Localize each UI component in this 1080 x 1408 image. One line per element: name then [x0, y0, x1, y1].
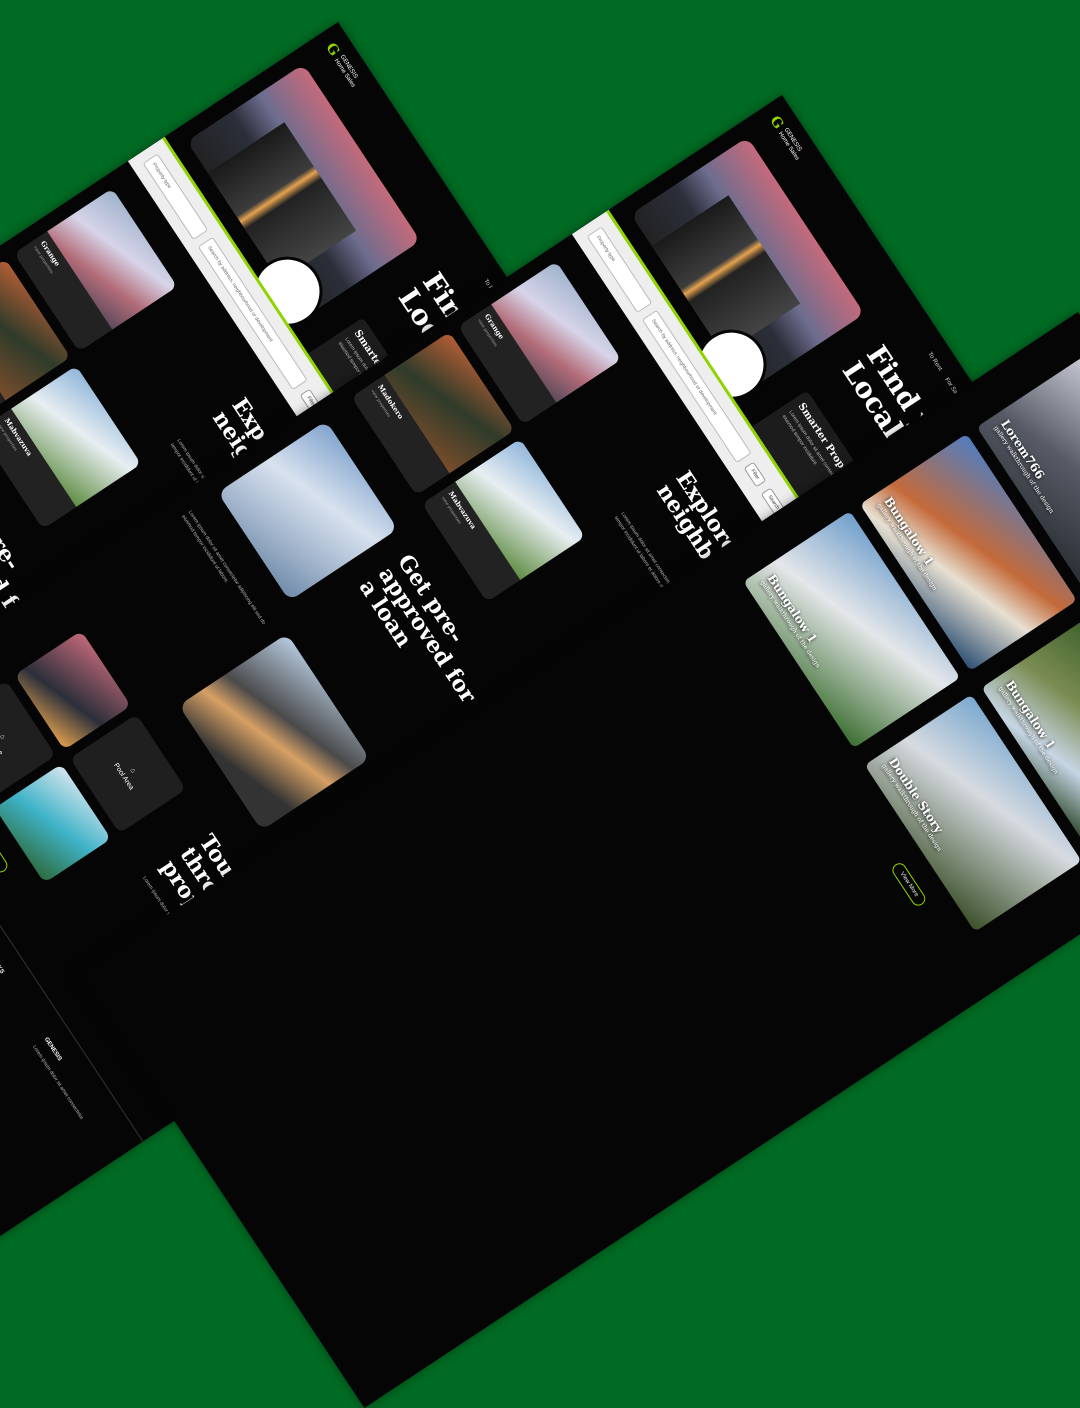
tour-view-more-button[interactable]: View More	[0, 827, 11, 876]
door-icon: ⌂	[0, 733, 7, 741]
footer-utility-links: UTILITY LINKS Contact Us About Us Servic…	[0, 936, 6, 1001]
brand-logo[interactable]: G GENESIS Home Sales	[766, 113, 806, 162]
neighbourhood-card[interactable]: Mabvazuva view properties	[0, 365, 142, 530]
view-more-button[interactable]: View More	[889, 860, 929, 909]
utility-links-title: UTILITY LINKS	[0, 937, 5, 976]
nav-link-to-rent[interactable]: To Rent	[926, 351, 943, 372]
property-type-select[interactable]: Property type	[586, 226, 653, 313]
tour-card-label: Pool Area	[112, 762, 135, 792]
filter-button[interactable]: Filter	[744, 461, 767, 488]
property-name: Double Story	[885, 755, 946, 836]
pool-icon: ⌂	[128, 766, 137, 775]
brand-logo[interactable]: G GENESIS Home Sales	[322, 40, 362, 89]
property-type-select[interactable]: Property type	[142, 153, 209, 240]
